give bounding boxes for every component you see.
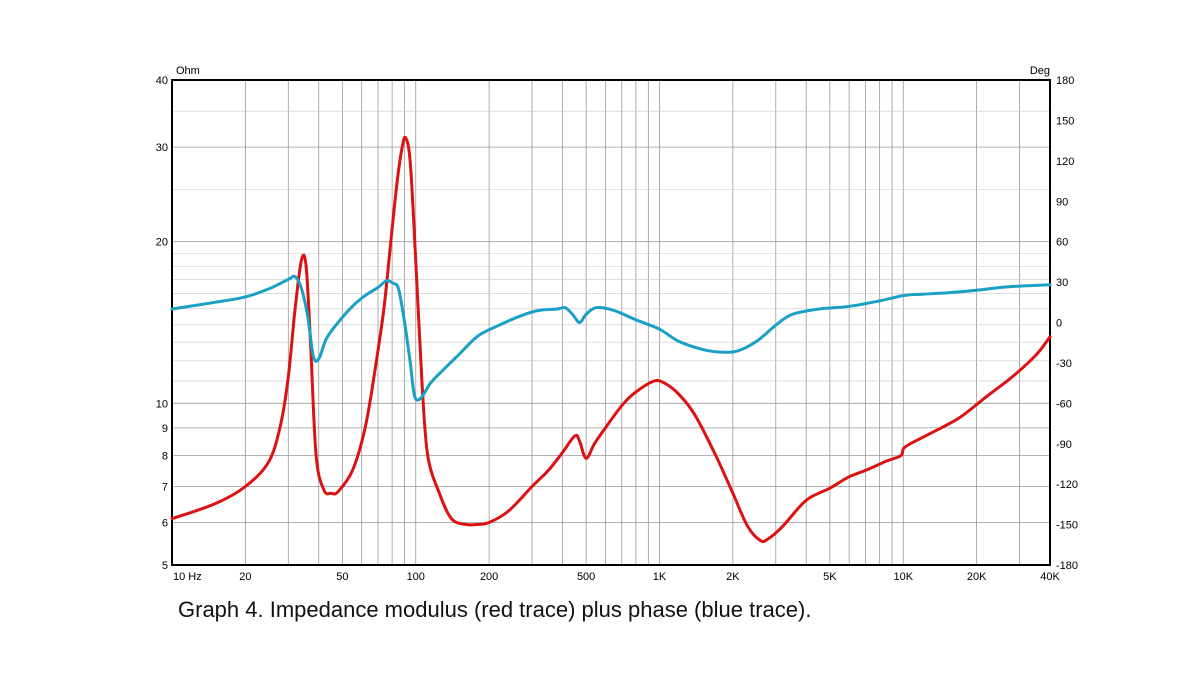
x-tick-label: 20 <box>239 571 251 583</box>
left-y-tick-label: 20 <box>156 237 168 249</box>
left-y-tick-label: 8 <box>162 450 168 462</box>
right-y-tick-label: -180 <box>1056 560 1078 572</box>
tick-labels: 10 Hz 20 50 100 200 500 1K 2K 5K 10K 20K 40K5678910… <box>156 75 1078 583</box>
right-y-tick-label: 60 <box>1056 237 1068 249</box>
series-layer <box>170 135 1052 544</box>
right-y-tick-label: -60 <box>1056 398 1072 410</box>
x-tick-label: 1K <box>653 571 667 583</box>
left-y-tick-label: 40 <box>156 75 168 87</box>
x-tick-label: 500 <box>577 571 595 583</box>
x-tick-label: 40K <box>1040 571 1060 583</box>
x-tick-label: 50 <box>336 571 348 583</box>
right-axis-unit: Deg <box>1030 65 1050 77</box>
right-y-tick-label: -30 <box>1056 358 1072 370</box>
right-y-tick-label: 90 <box>1056 196 1068 208</box>
right-y-tick-label: 30 <box>1056 277 1068 289</box>
left-y-tick-label: 5 <box>162 560 168 572</box>
left-y-tick-label: 10 <box>156 398 168 410</box>
left-axis-unit: Ohm <box>176 65 200 77</box>
left-y-tick-label: 30 <box>156 142 168 154</box>
phase-trace <box>170 274 1052 402</box>
right-y-tick-label: 150 <box>1056 115 1074 127</box>
plot-frame <box>171 79 1051 566</box>
right-y-tick-label: 0 <box>1056 318 1062 330</box>
right-y-tick-label: -120 <box>1056 479 1078 491</box>
x-tick-label: 10 Hz <box>173 571 202 583</box>
grid-lines <box>171 80 1051 565</box>
right-y-tick-label: -90 <box>1056 439 1072 451</box>
x-tick-label: 20K <box>967 571 987 583</box>
chart-caption: Graph 4. Impedance modulus (red trace) p… <box>178 597 812 622</box>
x-tick-label: 200 <box>480 571 498 583</box>
impedance-phase-chart: 10 Hz 20 50 100 200 500 1K 2K 5K 10K 20K 40K5678910… <box>156 65 1078 583</box>
left-y-tick-label: 9 <box>162 423 168 435</box>
right-y-tick-label: 180 <box>1056 75 1074 87</box>
x-tick-label: 10K <box>893 571 913 583</box>
right-y-tick-label: 120 <box>1056 156 1074 168</box>
x-tick-label: 2K <box>726 571 740 583</box>
x-tick-label: 5K <box>823 571 837 583</box>
left-y-tick-label: 7 <box>162 482 168 494</box>
x-tick-label: 100 <box>407 571 425 583</box>
left-y-tick-label: 6 <box>162 517 168 529</box>
right-y-tick-label: -150 <box>1056 520 1078 532</box>
impedance-trace <box>170 135 1052 544</box>
